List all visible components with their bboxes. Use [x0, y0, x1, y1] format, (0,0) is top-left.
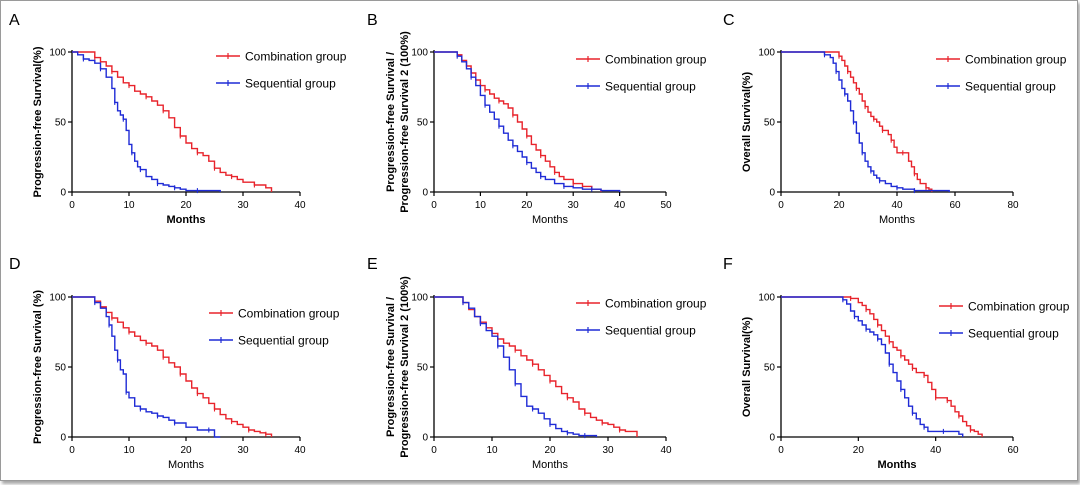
x-axis-label: Months [166, 214, 205, 226]
combination-series-line [72, 51, 273, 192]
sequential-series-line [72, 51, 221, 192]
legend-label: Combination group [965, 53, 1067, 67]
x-axis-label: Months [877, 459, 916, 471]
y-axis-label: Overall Survival(%) [741, 72, 753, 173]
x-tick-label: 10 [475, 200, 487, 211]
y-tick-label: 50 [417, 363, 429, 374]
x-tick-label: 60 [949, 200, 961, 211]
legend-label: Combination group [238, 307, 340, 321]
y-tick-label: 0 [60, 433, 66, 444]
x-tick-label: 0 [69, 445, 75, 456]
panel-b: B 0 50 100 0 10 20 30 40 50 Months Progression-free… [367, 12, 707, 226]
combination-series-line [434, 51, 602, 192]
legend-label: Sequential group [968, 327, 1059, 341]
y-axis-label: Progression-free Survival 2 (100%) [399, 276, 411, 458]
x-tick-label: 20 [544, 445, 556, 456]
x-tick-label: 80 [1007, 200, 1019, 211]
x-tick-label: 40 [294, 200, 306, 211]
panel-label: F [723, 256, 733, 273]
x-tick-label: 0 [778, 445, 784, 456]
x-tick-label: 40 [891, 200, 903, 211]
y-tick-label: 50 [55, 118, 67, 129]
y-axis-label: Progression-free Survival 2 (100%) [399, 31, 411, 213]
y-tick-label: 100 [758, 48, 775, 59]
legend-label: Combination group [605, 297, 707, 311]
panel-label: C [723, 12, 735, 29]
x-tick-label: 10 [123, 200, 135, 211]
x-tick-label: 20 [833, 200, 845, 211]
panel-d: D 0 50 100 0 10 20 30 40 Months Progression-free S… [9, 256, 340, 471]
x-tick-label: 30 [237, 200, 249, 211]
x-tick-label: 0 [431, 445, 437, 456]
x-tick-label: 60 [1007, 445, 1019, 456]
x-axis-label: Months [532, 214, 569, 226]
y-tick-label: 0 [769, 433, 775, 444]
y-axis-label: Progression-free Survival (%) [32, 290, 44, 444]
x-tick-label: 0 [69, 200, 75, 211]
legend-label: Combination group [968, 300, 1070, 314]
y-tick-label: 100 [411, 48, 428, 59]
x-tick-label: 20 [180, 200, 192, 211]
panel-label: A [9, 12, 20, 29]
x-tick-label: 40 [614, 200, 626, 211]
legend-label: Sequential group [605, 324, 696, 338]
x-tick-label: 50 [660, 200, 672, 211]
sequential-series-line [781, 296, 964, 437]
panel-c: C 0 50 100 0 20 40 60 80 Months Overall Survival(%… [723, 12, 1067, 226]
y-axis-label: Overall Survival(%) [741, 317, 753, 418]
y-tick-label: 100 [758, 293, 775, 304]
panel-label: D [9, 256, 21, 273]
y-tick-label: 50 [55, 363, 67, 374]
y-tick-label: 50 [764, 363, 776, 374]
y-tick-label: 100 [49, 293, 66, 304]
x-tick-label: 20 [180, 445, 192, 456]
y-tick-label: 50 [764, 118, 776, 129]
x-axis-label: Months [879, 214, 916, 226]
x-tick-label: 30 [568, 200, 580, 211]
x-tick-label: 10 [123, 445, 135, 456]
y-axis-label: Progression-free Survival / [385, 297, 397, 437]
x-tick-label: 0 [431, 200, 437, 211]
panel-e: E 0 50 100 0 10 20 30 40 Months Progression-free S… [367, 256, 707, 471]
legend-label: Combination group [605, 53, 707, 67]
y-tick-label: 0 [769, 188, 775, 199]
combination-series-line [781, 296, 983, 437]
x-tick-label: 20 [853, 445, 865, 456]
y-tick-label: 50 [417, 118, 429, 129]
x-axis-label: Months [532, 459, 569, 471]
sequential-series-line [781, 51, 950, 192]
x-tick-label: 40 [930, 445, 942, 456]
legend-label: Sequential group [245, 77, 336, 91]
x-tick-label: 40 [660, 445, 672, 456]
y-tick-label: 100 [49, 48, 66, 59]
y-tick-label: 100 [411, 293, 428, 304]
panel-f: F 0 50 100 0 20 40 60 Months Overall Survival(%) C… [723, 256, 1070, 471]
x-tick-label: 30 [602, 445, 614, 456]
sequential-series-line [434, 51, 621, 192]
combination-series-line [72, 296, 273, 437]
sequential-series-line [434, 296, 598, 437]
panel-label: B [367, 12, 378, 29]
combination-series-line [434, 296, 638, 437]
x-tick-label: 10 [486, 445, 498, 456]
x-tick-label: 30 [237, 445, 249, 456]
legend-label: Combination group [245, 50, 347, 64]
x-tick-label: 20 [521, 200, 533, 211]
legend-label: Sequential group [238, 334, 329, 348]
y-tick-label: 0 [422, 433, 428, 444]
y-tick-label: 0 [60, 188, 66, 199]
x-tick-label: 40 [294, 445, 306, 456]
y-tick-label: 0 [422, 188, 428, 199]
legend-label: Sequential group [965, 80, 1056, 94]
panel-a: A 0 50 100 0 10 20 30 40 Months Progression-free S… [9, 12, 347, 226]
sequential-series-line [72, 296, 221, 438]
x-tick-label: 0 [778, 200, 784, 211]
legend-label: Sequential group [605, 80, 696, 94]
panel-label: E [367, 256, 378, 273]
y-axis-label: Progression-free Survival / [385, 52, 397, 192]
x-axis-label: Months [168, 459, 205, 471]
y-axis-label: Progression-free Survival(%) [32, 46, 44, 197]
